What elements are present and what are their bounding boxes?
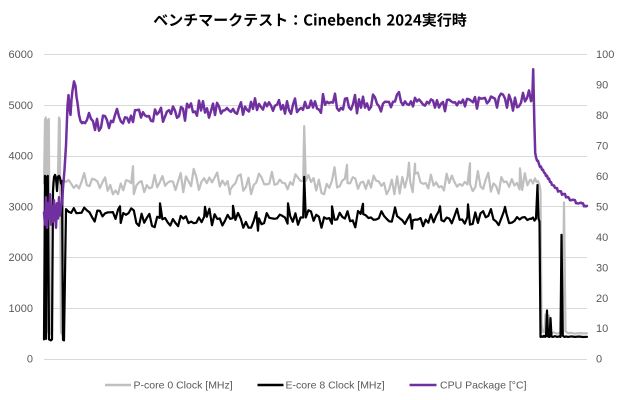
svg-text:100: 100 — [596, 49, 614, 61]
svg-text:10: 10 — [596, 323, 608, 335]
svg-text:80: 80 — [596, 110, 608, 122]
svg-text:30: 30 — [596, 262, 608, 274]
svg-text:0: 0 — [27, 354, 33, 366]
svg-text:4000: 4000 — [9, 151, 33, 163]
svg-text:CPU Package [°C]: CPU Package [°C] — [440, 380, 527, 392]
svg-text:E-core 8 Clock [MHz]: E-core 8 Clock [MHz] — [286, 380, 385, 392]
svg-text:50: 50 — [596, 201, 608, 213]
svg-text:40: 40 — [596, 232, 608, 244]
svg-text:90: 90 — [596, 80, 608, 92]
svg-text:2000: 2000 — [9, 252, 33, 264]
svg-text:P-core 0 Clock [MHz]: P-core 0 Clock [MHz] — [134, 380, 233, 392]
svg-text:5000: 5000 — [9, 100, 33, 112]
svg-text:1000: 1000 — [9, 303, 33, 315]
svg-text:60: 60 — [596, 171, 608, 183]
svg-text:0: 0 — [596, 354, 602, 366]
svg-text:70: 70 — [596, 140, 608, 152]
svg-text:6000: 6000 — [9, 49, 33, 61]
svg-text:3000: 3000 — [9, 201, 33, 213]
svg-text:20: 20 — [596, 293, 608, 305]
